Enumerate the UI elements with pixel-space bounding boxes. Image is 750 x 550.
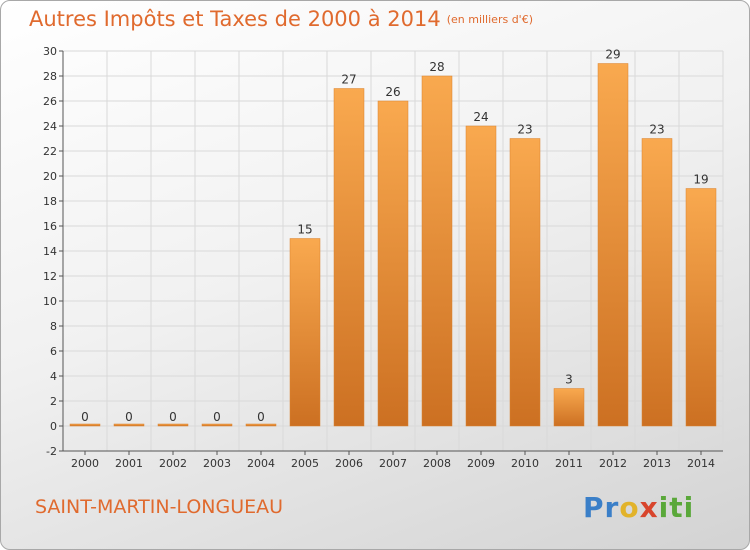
x-tick-label: 2011 [555, 457, 583, 470]
bar [245, 423, 277, 427]
data-label: 0 [81, 410, 89, 424]
y-tick-label: 10 [43, 295, 57, 308]
bar [201, 423, 233, 427]
data-label: 28 [429, 60, 444, 74]
bar [113, 423, 145, 427]
x-tick-label: 2014 [687, 457, 715, 470]
data-label: 24 [473, 110, 488, 124]
bar [553, 388, 585, 427]
data-label: 26 [385, 85, 400, 99]
y-tick-label: 0 [50, 420, 57, 433]
x-tick-label: 2009 [467, 457, 495, 470]
y-tick-label: 18 [43, 195, 57, 208]
chart-subtitle: (en milliers d'€) [446, 13, 533, 26]
x-tick-label: 2008 [423, 457, 451, 470]
y-tick-label: 22 [43, 145, 57, 158]
x-tick-label: 2012 [599, 457, 627, 470]
data-label: 15 [297, 223, 312, 237]
y-tick-label: -2 [46, 445, 57, 458]
x-tick-label: 2002 [159, 457, 187, 470]
y-tick-label: 16 [43, 220, 57, 233]
bar [69, 423, 101, 427]
data-label: 23 [517, 123, 532, 137]
bar [465, 125, 497, 427]
x-tick-label: 2005 [291, 457, 319, 470]
bar [157, 423, 189, 427]
data-label: 0 [125, 410, 133, 424]
chart-title: Autres Impôts et Taxes de 2000 à 2014 (en… [29, 7, 533, 31]
data-label: 0 [257, 410, 265, 424]
y-tick-label: 4 [50, 370, 57, 383]
data-label: 29 [605, 48, 620, 62]
bar [597, 63, 629, 427]
y-tick-label: 8 [50, 320, 57, 333]
bar [421, 75, 453, 427]
y-tick-label: 2 [50, 395, 57, 408]
bars [69, 63, 717, 427]
data-label: 0 [213, 410, 221, 424]
x-tick-label: 2001 [115, 457, 143, 470]
x-tick-label: 2003 [203, 457, 231, 470]
y-tick-label: 28 [43, 70, 57, 83]
data-label: 23 [649, 123, 664, 137]
y-tick-label: 30 [43, 45, 57, 58]
data-label: 3 [565, 373, 573, 387]
bar [641, 138, 673, 427]
y-tick-label: 20 [43, 170, 57, 183]
y-tick-label: 12 [43, 270, 57, 283]
data-label: 0 [169, 410, 177, 424]
x-tick-label: 2010 [511, 457, 539, 470]
y-tick-label: 6 [50, 345, 57, 358]
x-tick-label: 2000 [71, 457, 99, 470]
bar [509, 138, 541, 427]
y-tick-label: 26 [43, 95, 57, 108]
x-tick-label: 2007 [379, 457, 407, 470]
x-tick-label: 2006 [335, 457, 363, 470]
bar [685, 188, 717, 427]
y-tick-label: 24 [43, 120, 57, 133]
labels: -202468101214161820222426283002000020010… [43, 45, 715, 470]
chart-title-text: Autres Impôts et Taxes de 2000 à 2014 [29, 7, 441, 31]
commune-name: SAINT-MARTIN-LONGUEAU [35, 496, 284, 518]
bar [333, 88, 365, 427]
data-label: 19 [693, 173, 708, 187]
bar [377, 100, 409, 427]
bar [289, 238, 321, 427]
data-label: 27 [341, 73, 356, 87]
proxiti-logo: Proxiti [583, 491, 695, 524]
axes [59, 50, 723, 455]
x-tick-label: 2004 [247, 457, 275, 470]
y-tick-label: 14 [43, 245, 57, 258]
x-tick-label: 2013 [643, 457, 671, 470]
